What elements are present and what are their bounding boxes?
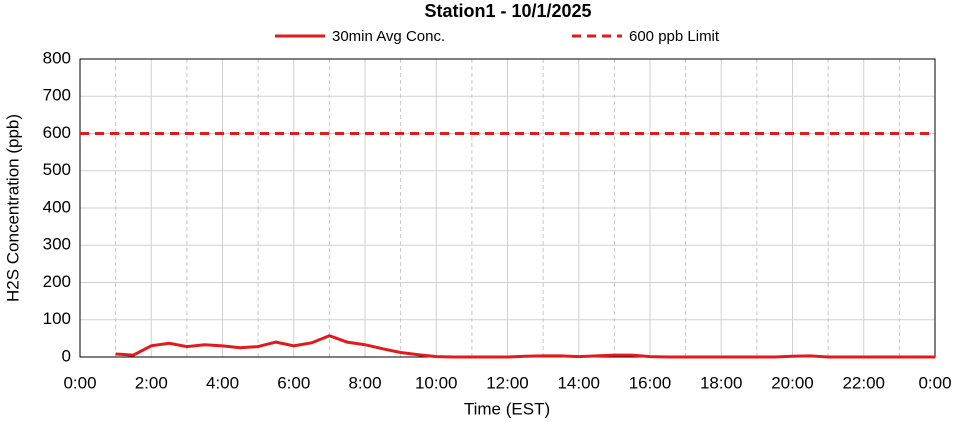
x-tick-label: 10:00 xyxy=(415,373,458,392)
series-line xyxy=(115,334,935,359)
x-tick-label: 20:00 xyxy=(771,373,814,392)
x-tick-label: 18:00 xyxy=(700,373,743,392)
x-tick-label: 2:00 xyxy=(135,373,168,392)
x-tick-label: 16:00 xyxy=(629,373,672,392)
y-tick-label: 500 xyxy=(43,160,71,179)
y-tick-label: 200 xyxy=(43,272,71,291)
x-tick-label: 8:00 xyxy=(348,373,381,392)
y-tick-label: 100 xyxy=(43,309,71,328)
y-axis-label: H2S Concentration (ppb) xyxy=(3,114,22,302)
x-axis-label: Time (EST) xyxy=(464,399,550,418)
y-tick-label: 700 xyxy=(43,86,71,105)
chart-title: Station1 - 10/1/2025 xyxy=(424,1,591,21)
legend-text: 30min Avg Conc. xyxy=(332,28,445,45)
y-tick-label: 300 xyxy=(43,235,71,254)
x-tick-label: 0:00 xyxy=(918,373,951,392)
x-tick-label: 0:00 xyxy=(63,373,96,392)
x-tick-label: 12:00 xyxy=(486,373,529,392)
y-tick-label: 0 xyxy=(62,346,71,365)
y-tick-label: 600 xyxy=(43,123,71,142)
legend-text: 600 ppb Limit xyxy=(629,28,720,45)
y-tick-label: 400 xyxy=(43,197,71,216)
x-tick-label: 4:00 xyxy=(206,373,239,392)
y-tick-label: 800 xyxy=(43,48,71,67)
x-tick-label: 6:00 xyxy=(277,373,310,392)
x-tick-label: 14:00 xyxy=(557,373,600,392)
x-tick-label: 22:00 xyxy=(842,373,885,392)
